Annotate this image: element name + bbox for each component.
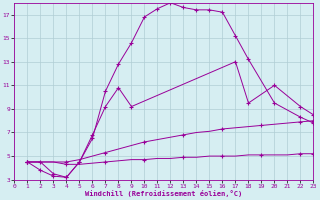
X-axis label: Windchill (Refroidissement éolien,°C): Windchill (Refroidissement éolien,°C)	[85, 190, 243, 197]
